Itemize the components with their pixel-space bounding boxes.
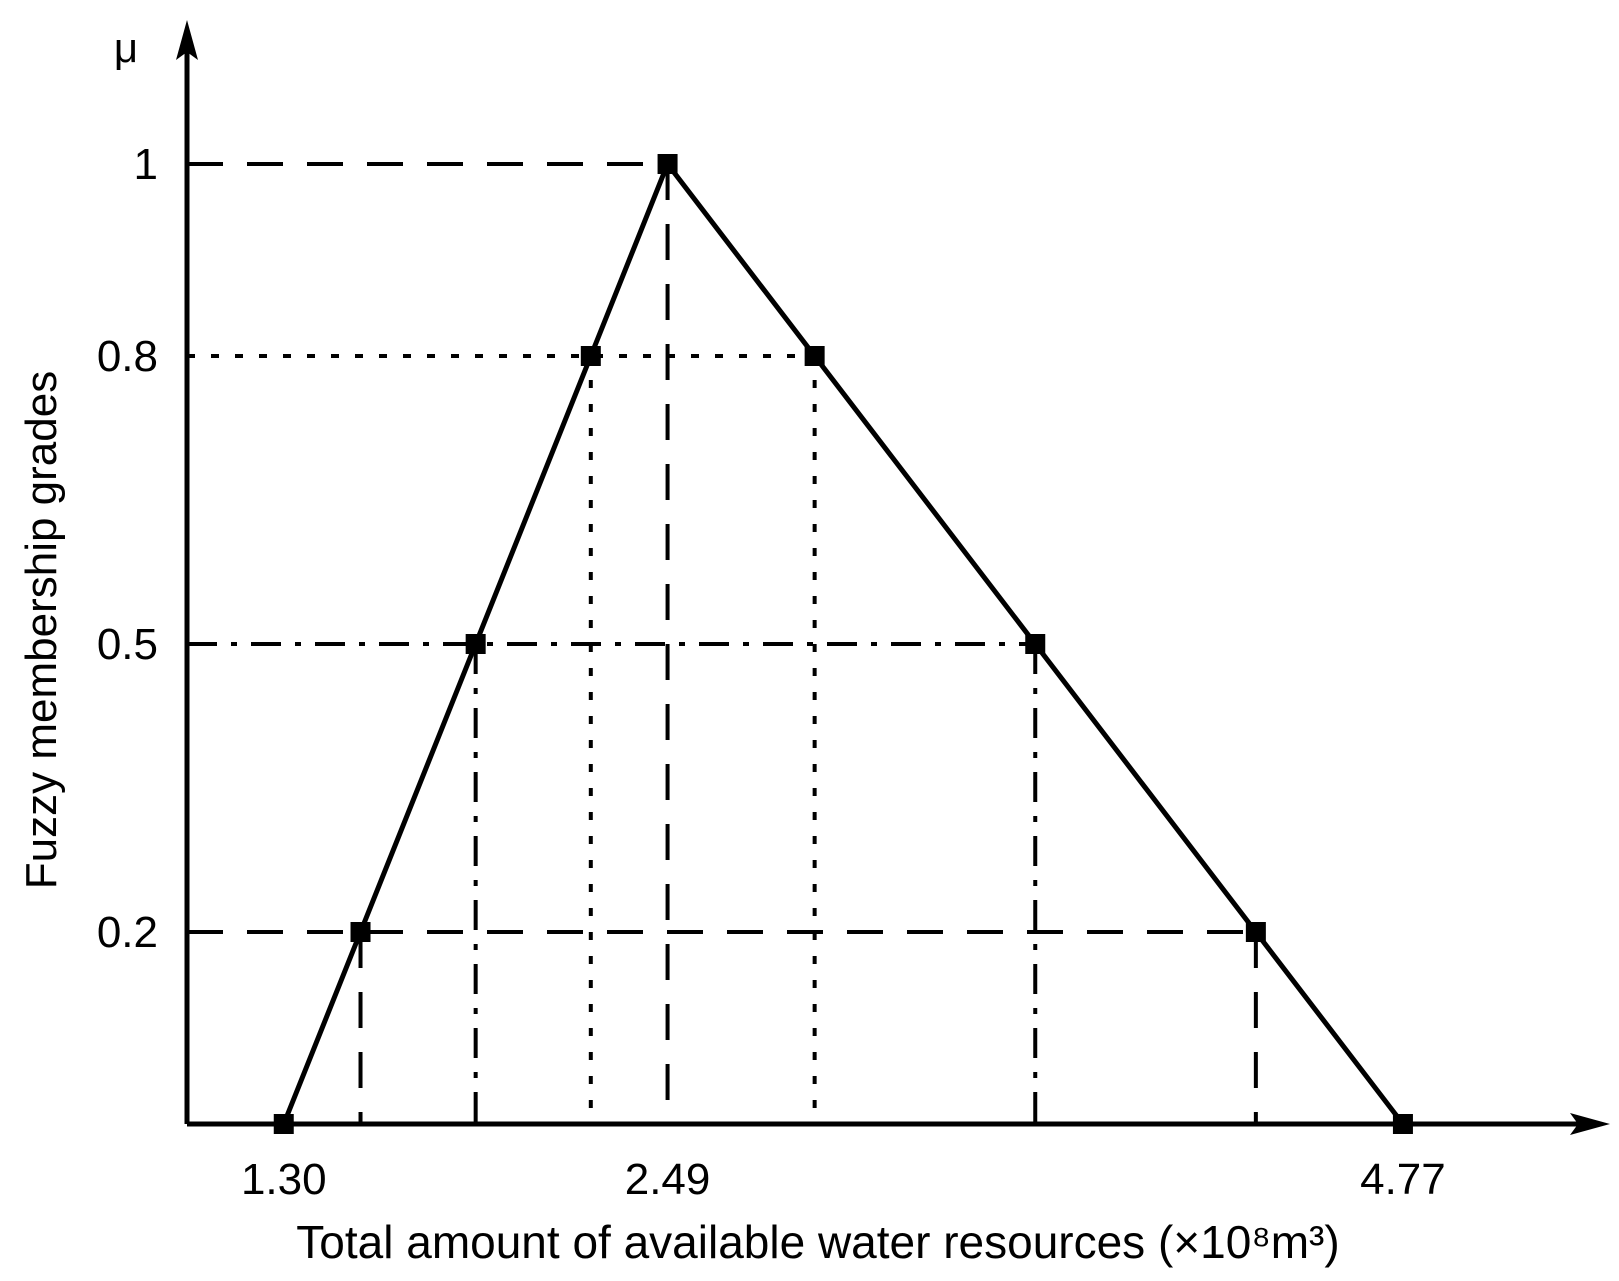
y-tick-label: 1	[134, 140, 158, 189]
point-marker	[657, 154, 678, 174]
y-tick-label: 0.5	[97, 620, 158, 669]
point-marker	[1392, 1114, 1413, 1134]
point-marker	[580, 346, 601, 366]
x-tick-label: 1.30	[241, 1155, 327, 1204]
point-marker	[804, 346, 825, 366]
y-axis-arrow	[176, 20, 198, 60]
y-tick-label: 0.2	[97, 908, 158, 957]
point-marker	[1245, 922, 1266, 942]
point-marker	[1025, 634, 1046, 654]
x-axis-label: Total amount of available water resource…	[296, 1216, 1339, 1268]
x-tick-label: 2.49	[625, 1155, 711, 1204]
point-marker	[273, 1114, 294, 1134]
point-marker	[350, 922, 371, 942]
y-tick-label: 0.8	[97, 332, 158, 381]
y-axis-symbol: μ	[114, 24, 138, 71]
x-axis-arrow	[1570, 1113, 1610, 1135]
y-axis-label: Fuzzy membership grades	[17, 371, 66, 889]
x-tick-label: 4.77	[1360, 1155, 1446, 1204]
point-marker	[465, 634, 486, 654]
